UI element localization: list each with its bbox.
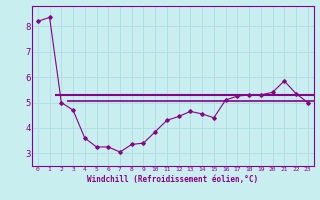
- X-axis label: Windchill (Refroidissement éolien,°C): Windchill (Refroidissement éolien,°C): [87, 175, 258, 184]
